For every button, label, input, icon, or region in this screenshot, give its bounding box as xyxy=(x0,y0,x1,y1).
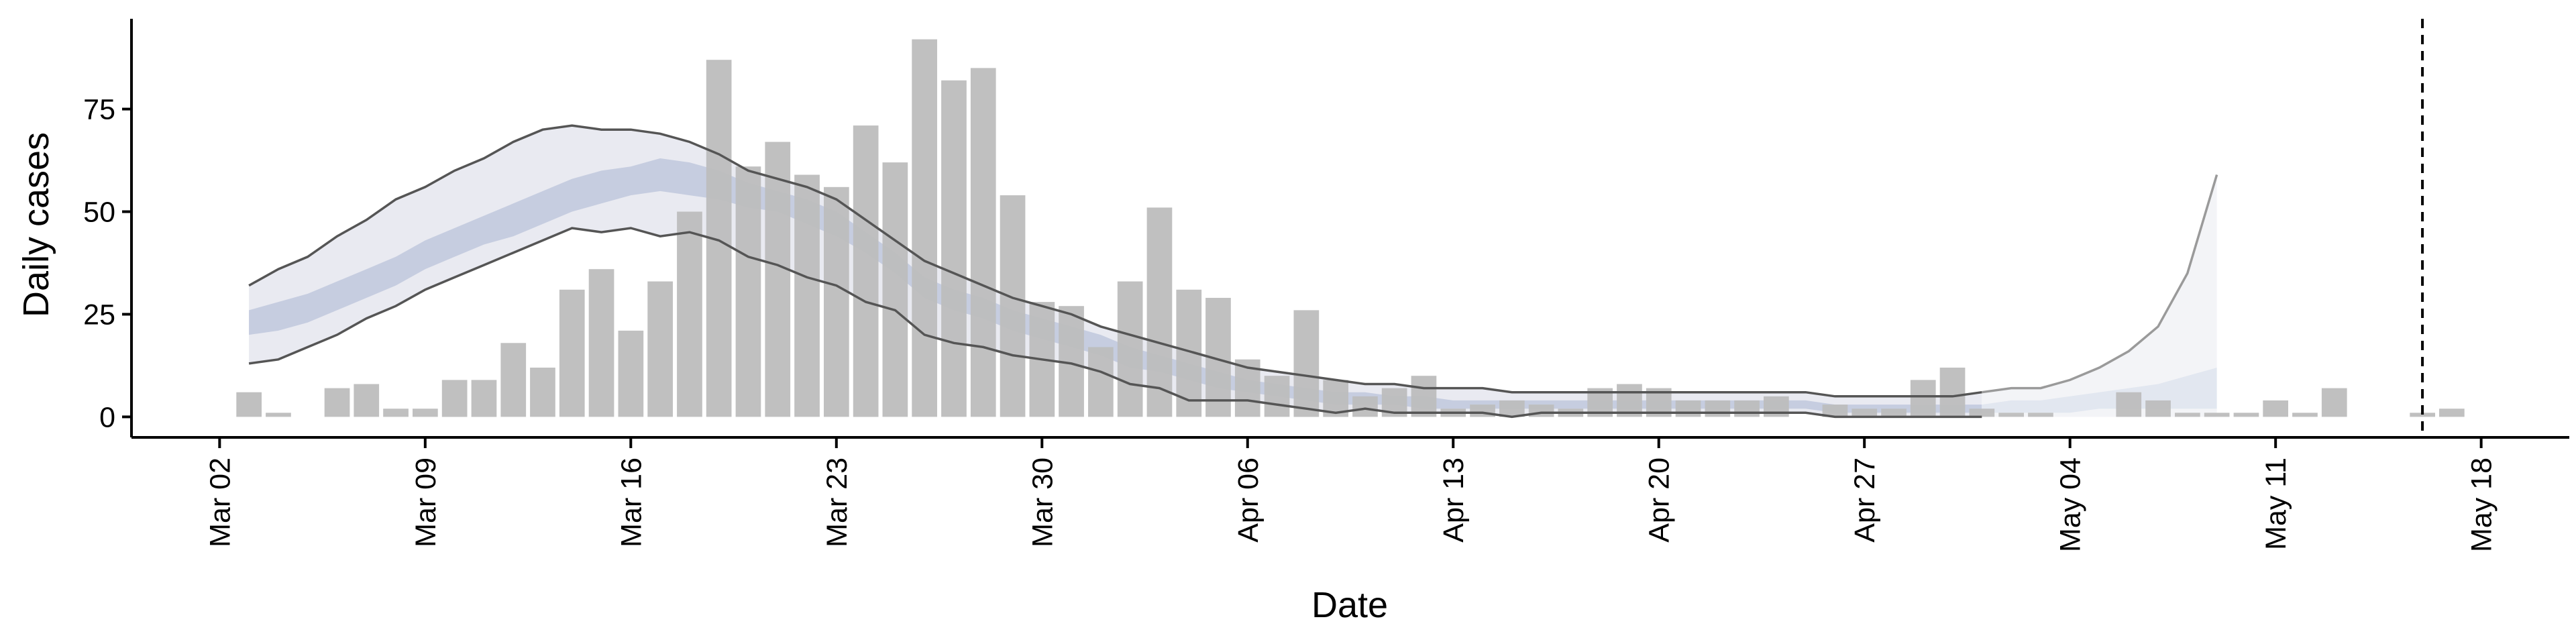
x-tick-label: Apr 27 xyxy=(1849,458,1881,543)
bar xyxy=(1851,409,1878,417)
bar xyxy=(677,211,702,417)
bar xyxy=(1617,384,1642,417)
forecast-band-90 xyxy=(1982,174,2217,417)
bar xyxy=(2116,392,2142,417)
bar xyxy=(2204,413,2230,417)
bar xyxy=(588,269,614,417)
bar xyxy=(2145,400,2171,417)
bar xyxy=(2028,413,2053,417)
bar xyxy=(882,162,908,417)
bar xyxy=(2410,413,2435,417)
bar xyxy=(500,343,527,417)
x-tick-label: May 11 xyxy=(2260,458,2292,550)
bar xyxy=(1088,347,1114,417)
bar xyxy=(1411,376,1437,417)
bar xyxy=(853,125,879,417)
bar xyxy=(1352,396,1378,417)
bar xyxy=(765,142,791,417)
y-axis-label: Daily cases xyxy=(16,132,56,317)
estimate-band-90 xyxy=(249,125,1982,417)
forecast-upper-line xyxy=(1982,174,2218,394)
bar xyxy=(1675,400,1701,417)
bar xyxy=(2233,413,2259,417)
bar xyxy=(1734,400,1760,417)
bar xyxy=(266,413,291,417)
bar xyxy=(236,392,262,417)
bar xyxy=(2292,413,2318,417)
x-tick-label: Apr 20 xyxy=(1644,458,1676,543)
bar xyxy=(1910,380,1936,417)
bar xyxy=(530,368,555,417)
bar xyxy=(1969,409,1995,417)
bar xyxy=(1998,413,2024,417)
y-tick-label: 75 xyxy=(83,94,115,126)
y-tick-label: 25 xyxy=(83,299,115,331)
x-tick-label: Mar 23 xyxy=(821,458,853,547)
y-tick-label: 50 xyxy=(83,197,115,229)
x-tick-label: Mar 30 xyxy=(1026,458,1059,547)
upper-bound-line xyxy=(248,124,1982,398)
bar xyxy=(2439,409,2465,417)
x-tick-label: Apr 13 xyxy=(1438,458,1470,543)
y-tick-label: 0 xyxy=(99,401,115,433)
bar xyxy=(324,388,350,417)
bar xyxy=(912,39,937,417)
x-tick-label: May 04 xyxy=(2055,458,2087,552)
bar xyxy=(2263,400,2288,417)
bar xyxy=(2175,413,2200,417)
bar xyxy=(1939,368,1966,417)
bar xyxy=(1499,400,1525,417)
bar xyxy=(471,380,497,417)
bar xyxy=(2321,388,2347,417)
bar xyxy=(1117,281,1143,417)
bar xyxy=(941,80,967,417)
bar xyxy=(354,384,380,417)
bar xyxy=(1822,405,1848,417)
bar xyxy=(413,409,438,417)
bar xyxy=(1000,195,1026,417)
x-tick-label: Mar 02 xyxy=(204,458,236,547)
bar xyxy=(618,330,644,417)
bar xyxy=(1146,207,1173,417)
bar xyxy=(1293,310,1320,417)
bar xyxy=(824,186,849,417)
bar xyxy=(647,281,673,417)
bar xyxy=(735,166,761,417)
bar xyxy=(559,289,585,417)
x-tick-label: May 18 xyxy=(2466,458,2498,552)
bar xyxy=(383,409,409,417)
x-tick-label: Apr 06 xyxy=(1232,458,1265,543)
bar xyxy=(794,174,820,417)
bar xyxy=(441,380,468,417)
x-tick-label: Mar 09 xyxy=(410,458,442,547)
bar xyxy=(970,68,996,417)
bar xyxy=(1881,409,1907,417)
bar xyxy=(1705,400,1731,417)
x-tick-label: Mar 16 xyxy=(615,458,647,547)
x-axis-label: Date xyxy=(1311,585,1388,625)
lower-bound-line xyxy=(248,227,1982,419)
bar xyxy=(1264,376,1290,417)
